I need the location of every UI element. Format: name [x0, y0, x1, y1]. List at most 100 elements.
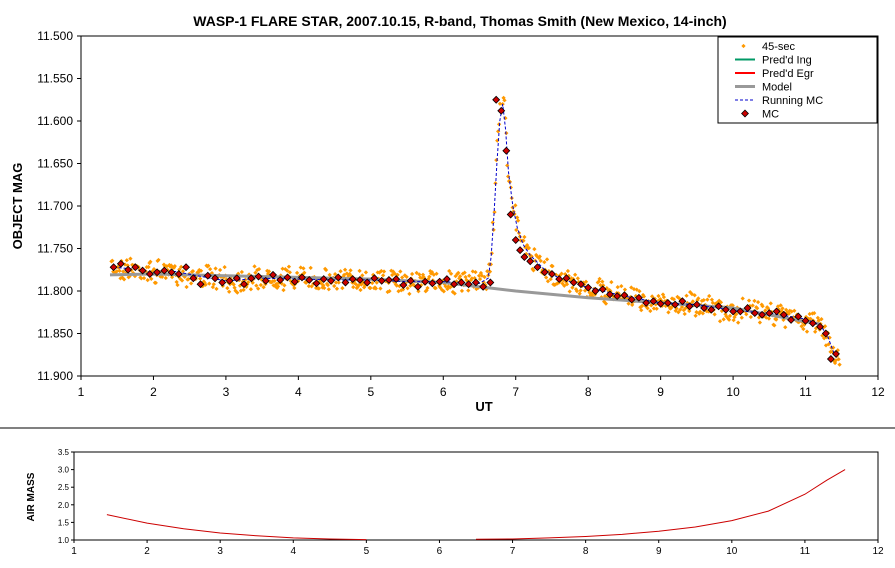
main-x-tick-label: 3 — [223, 385, 230, 399]
mc-point — [663, 298, 672, 307]
raw-point — [302, 270, 307, 275]
raw-point — [687, 308, 692, 314]
raw-point — [326, 287, 331, 292]
raw-point — [292, 285, 297, 291]
airmass-y-ticks: 1.0 1.5 2.0 2.5 3.0 3.5 — [58, 448, 74, 545]
raw-point — [153, 280, 158, 285]
raw-point — [459, 288, 465, 294]
main-y-tick-label: 11.650 — [37, 157, 73, 171]
raw-point — [198, 268, 204, 273]
raw-point — [619, 284, 624, 289]
raw-point — [812, 311, 817, 316]
raw-point — [731, 318, 736, 323]
mc-point — [605, 290, 614, 299]
raw-point — [309, 284, 314, 289]
mc-point — [153, 268, 162, 277]
main-y-tick-label: 11.900 — [37, 369, 73, 383]
mc-point — [348, 275, 357, 284]
raw-point — [306, 283, 311, 289]
mc-point — [627, 295, 636, 304]
raw-point — [258, 282, 263, 288]
raw-point — [615, 284, 620, 290]
mc-point — [511, 236, 520, 244]
raw-point — [323, 267, 329, 273]
mc-point — [816, 322, 824, 331]
raw-point — [598, 283, 603, 288]
airmass-line-segment — [475, 469, 846, 540]
raw-point — [582, 288, 588, 293]
raw-point — [151, 266, 157, 272]
main-y-tick-label: 11.800 — [37, 284, 73, 298]
mc-point — [736, 307, 745, 316]
mc-point — [620, 291, 629, 300]
raw-point — [515, 215, 520, 220]
raw-point — [180, 269, 186, 274]
raw-point — [443, 284, 448, 289]
mc-point — [584, 283, 593, 292]
raw-point — [692, 293, 697, 298]
mc-point — [779, 310, 788, 319]
raw-point — [280, 266, 285, 271]
raw-point — [416, 289, 421, 294]
main-y-tick-label: 11.550 — [37, 72, 73, 86]
raw-point — [447, 268, 452, 274]
main-y-tick-label: 11.750 — [37, 242, 73, 256]
raw-point — [648, 308, 653, 314]
raw-point — [473, 269, 478, 275]
raw-point — [387, 288, 392, 294]
raw-point — [294, 270, 300, 275]
airmass-y-tick-label: 3.0 — [58, 466, 70, 475]
mc-point — [442, 275, 451, 284]
mc-point — [232, 274, 241, 283]
main-x-tick-label: 12 — [871, 385, 885, 399]
raw-point — [348, 268, 353, 273]
main-x-tick-label: 2 — [150, 385, 157, 399]
airmass-x-tick-label: 11 — [800, 546, 811, 557]
raw-point — [469, 276, 475, 281]
raw-point — [287, 270, 292, 275]
raw-point — [550, 264, 555, 269]
raw-point — [721, 317, 726, 322]
raw-point — [622, 287, 628, 292]
raw-point — [427, 274, 432, 279]
raw-point — [400, 287, 406, 292]
raw-point — [434, 271, 439, 276]
raw-point — [373, 286, 379, 291]
raw-point — [783, 325, 788, 330]
raw-point — [381, 269, 387, 274]
raw-point — [477, 273, 482, 278]
mc-point — [685, 302, 694, 311]
raw-point — [807, 311, 812, 317]
raw-point — [246, 280, 251, 285]
raw-point — [559, 271, 564, 276]
raw-point — [537, 254, 542, 259]
raw-point — [637, 289, 642, 294]
raw-point — [256, 267, 262, 272]
raw-point — [282, 283, 287, 288]
mc-point — [392, 275, 401, 284]
mc-point — [370, 274, 379, 283]
raw-point — [750, 303, 755, 308]
raw-point — [261, 285, 266, 290]
mc-point — [138, 266, 147, 275]
raw-point — [567, 289, 572, 294]
mc-point — [486, 278, 495, 287]
mc-point — [305, 275, 314, 284]
airmass-x-ticks: 1 2 3 4 5 6 7 8 9 10 11 12 — [71, 540, 884, 557]
raw-point — [526, 245, 532, 251]
raw-point — [538, 258, 543, 264]
mc-point — [124, 265, 133, 274]
raw-point — [160, 274, 165, 279]
raw-point — [772, 323, 777, 328]
raw-point — [792, 308, 797, 313]
raw-point — [744, 312, 749, 317]
mc-point — [656, 299, 665, 308]
raw-point — [654, 306, 659, 311]
raw-point — [631, 287, 637, 292]
raw-point — [179, 278, 185, 283]
raw-point — [211, 282, 216, 287]
mc-point — [700, 304, 709, 312]
mc-point — [160, 266, 169, 275]
raw-point — [492, 210, 497, 215]
raw-point — [727, 313, 733, 318]
